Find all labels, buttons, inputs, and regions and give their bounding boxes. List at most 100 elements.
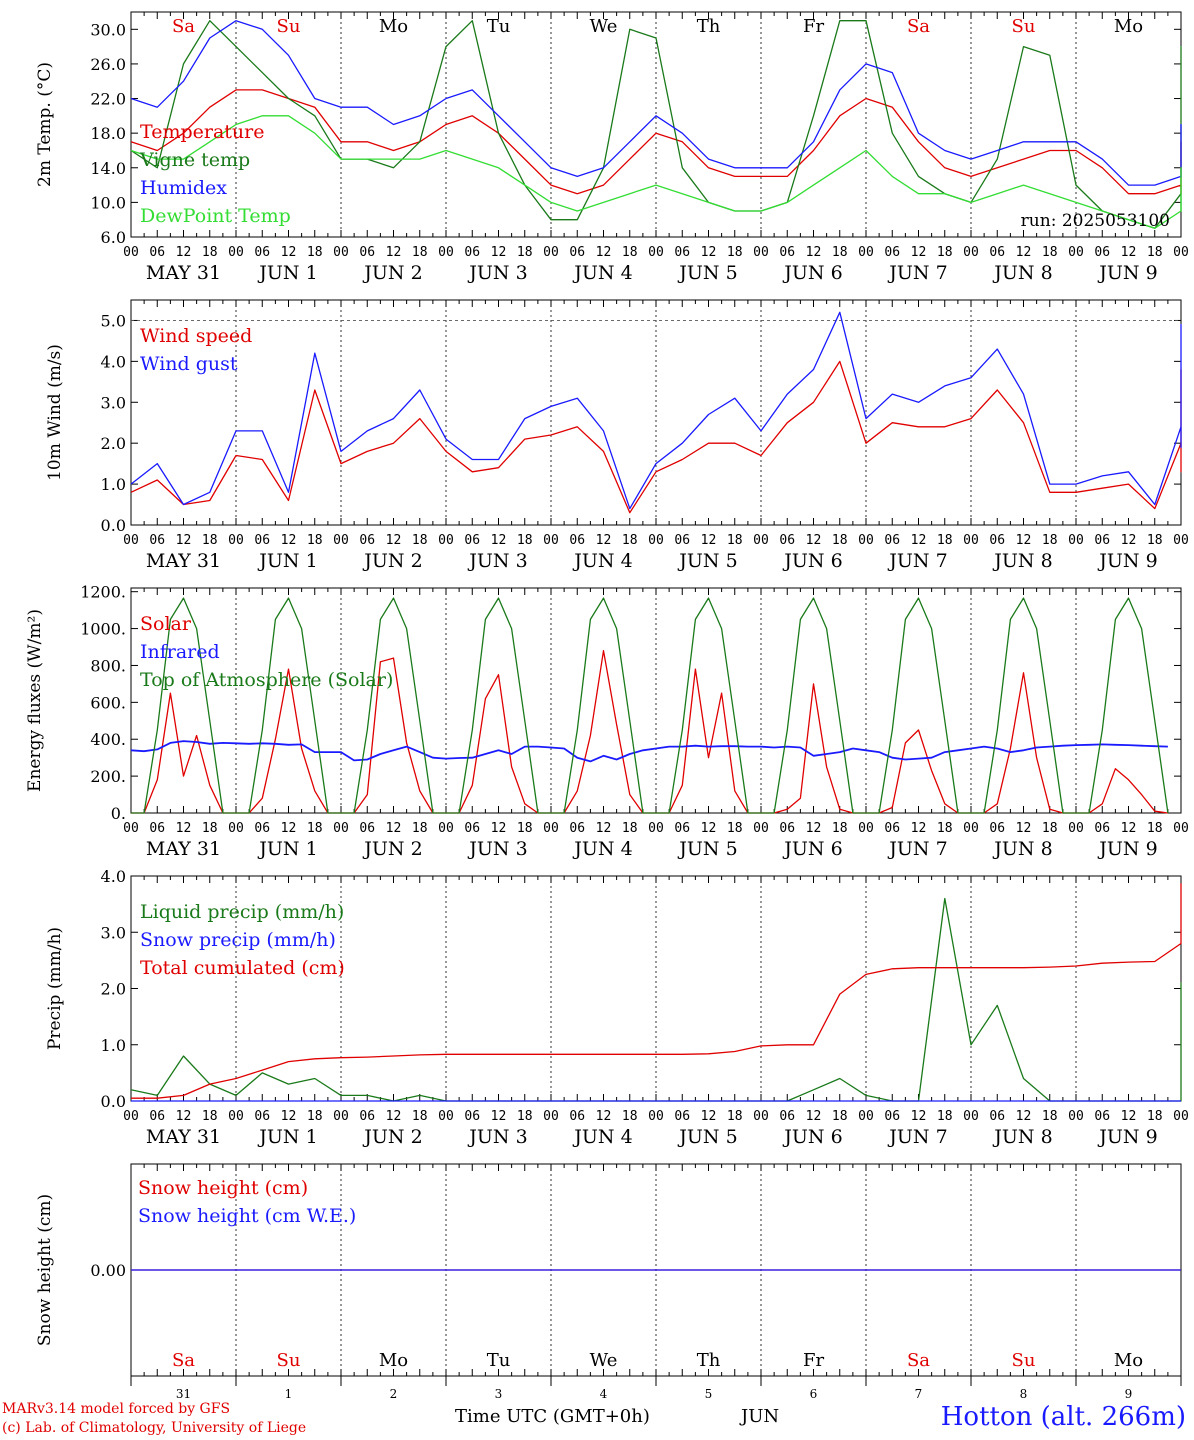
hour-label: 18 [517, 245, 533, 260]
hour-label: 18 [307, 533, 323, 548]
hour-label: 18 [1147, 533, 1163, 548]
legend-label: Wind gust [140, 353, 238, 375]
date-label: JUN 2 [362, 262, 422, 284]
hour-label: 18 [202, 821, 218, 836]
hour-label: 12 [701, 821, 717, 836]
hour-label: 18 [622, 821, 638, 836]
hour-label: 12 [701, 245, 717, 260]
hour-label: 00 [1068, 245, 1084, 260]
y-tick-label: 6.0 [101, 228, 126, 247]
hour-label: 12 [806, 821, 822, 836]
date-label: JUN 1 [257, 262, 317, 284]
date-label: JUN 2 [362, 838, 422, 860]
hour-label: 06 [464, 1109, 480, 1124]
y-tick-label: 0. [111, 804, 126, 823]
date-label: JUN 3 [467, 262, 527, 284]
hour-label: 06 [359, 533, 375, 548]
hour-label: 06 [149, 1109, 165, 1124]
hour-label: 12 [386, 533, 402, 548]
date-label: JUN 2 [362, 1126, 422, 1148]
date-label: JUN 6 [782, 262, 842, 284]
hour-label: 12 [281, 533, 297, 548]
hour-label: 18 [517, 1109, 533, 1124]
hour-label: 00 [1173, 1109, 1189, 1124]
hour-label: 18 [412, 821, 428, 836]
hour-label: 00 [858, 821, 874, 836]
y-axis-label: Precip (mm/h) [45, 927, 65, 1050]
day-name: Tu [487, 1350, 511, 1371]
hour-label: 00 [438, 245, 454, 260]
y-tick-label: 4.0 [101, 352, 126, 371]
date-label: JUN 3 [467, 838, 527, 860]
hour-label: 06 [674, 533, 690, 548]
day-number: 8 [1020, 1387, 1028, 1401]
y-tick-label: 2.0 [101, 434, 126, 453]
lab-credit: (c) Lab. of Climatology, University of L… [2, 1420, 307, 1436]
hour-label: 00 [648, 533, 664, 548]
date-label: MAY 31 [146, 262, 221, 284]
series-line [131, 883, 1182, 1099]
hour-label: 18 [1147, 245, 1163, 260]
hour-label: 18 [307, 245, 323, 260]
hour-label: 18 [412, 1109, 428, 1124]
hour-label: 00 [963, 245, 979, 260]
legend-label: Top of Atmosphere (Solar) [140, 669, 393, 691]
hour-label: 12 [1016, 533, 1032, 548]
hour-label: 06 [359, 821, 375, 836]
hour-label: 06 [359, 245, 375, 260]
hour-label: 00 [753, 1109, 769, 1124]
hour-label: 06 [779, 245, 795, 260]
legend-label: DewPoint Temp [140, 205, 291, 227]
hour-label: 18 [307, 1109, 323, 1124]
hour-label: 18 [727, 533, 743, 548]
hour-label: 00 [123, 533, 139, 548]
hour-label: 18 [1042, 245, 1058, 260]
hour-label: 00 [333, 533, 349, 548]
hour-label: 06 [884, 533, 900, 548]
hour-label: 06 [674, 821, 690, 836]
day-number: 5 [705, 1387, 713, 1401]
hour-label: 18 [412, 533, 428, 548]
hour-label: 06 [254, 821, 270, 836]
hour-label: 12 [176, 245, 192, 260]
hour-label: 12 [911, 821, 927, 836]
hour-label: 06 [989, 245, 1005, 260]
hour-label: 00 [543, 245, 559, 260]
legend-label: Liquid precip (mm/h) [140, 901, 344, 923]
legend-label: Vigne temp [139, 149, 250, 171]
hour-label: 12 [701, 1109, 717, 1124]
legend-label: Wind speed [140, 325, 252, 347]
hour-label: 00 [753, 533, 769, 548]
hour-label: 00 [123, 821, 139, 836]
day-name: Su [277, 1350, 301, 1371]
day-number: 31 [176, 1387, 191, 1401]
hour-label: 00 [858, 1109, 874, 1124]
date-label: JUN 4 [572, 262, 632, 284]
hour-label: 06 [1094, 821, 1110, 836]
series-line [130, 311, 1182, 510]
hour-label: 00 [228, 821, 244, 836]
hour-label: 18 [937, 821, 953, 836]
hour-label: 18 [1147, 1109, 1163, 1124]
hour-label: 06 [569, 1109, 585, 1124]
hour-label: 12 [176, 533, 192, 548]
date-label: JUN 3 [467, 1126, 527, 1148]
day-name: Fr [803, 16, 824, 37]
hour-label: 06 [779, 533, 795, 548]
date-label: JUN 7 [887, 838, 947, 860]
date-label: JUN 8 [992, 262, 1052, 284]
hour-label: 00 [543, 821, 559, 836]
day-number: 3 [495, 1387, 503, 1401]
day-name: Fr [803, 1350, 824, 1371]
hour-label: 12 [1016, 245, 1032, 260]
hour-label: 18 [1042, 821, 1058, 836]
hour-label: 06 [884, 821, 900, 836]
hour-label: 06 [779, 821, 795, 836]
y-tick-label: 800. [90, 656, 126, 675]
hour-label: 12 [491, 245, 507, 260]
hour-label: 12 [1016, 821, 1032, 836]
hour-label: 00 [543, 533, 559, 548]
hour-label: 12 [1121, 245, 1137, 260]
hour-label: 00 [228, 245, 244, 260]
hour-label: 18 [517, 533, 533, 548]
